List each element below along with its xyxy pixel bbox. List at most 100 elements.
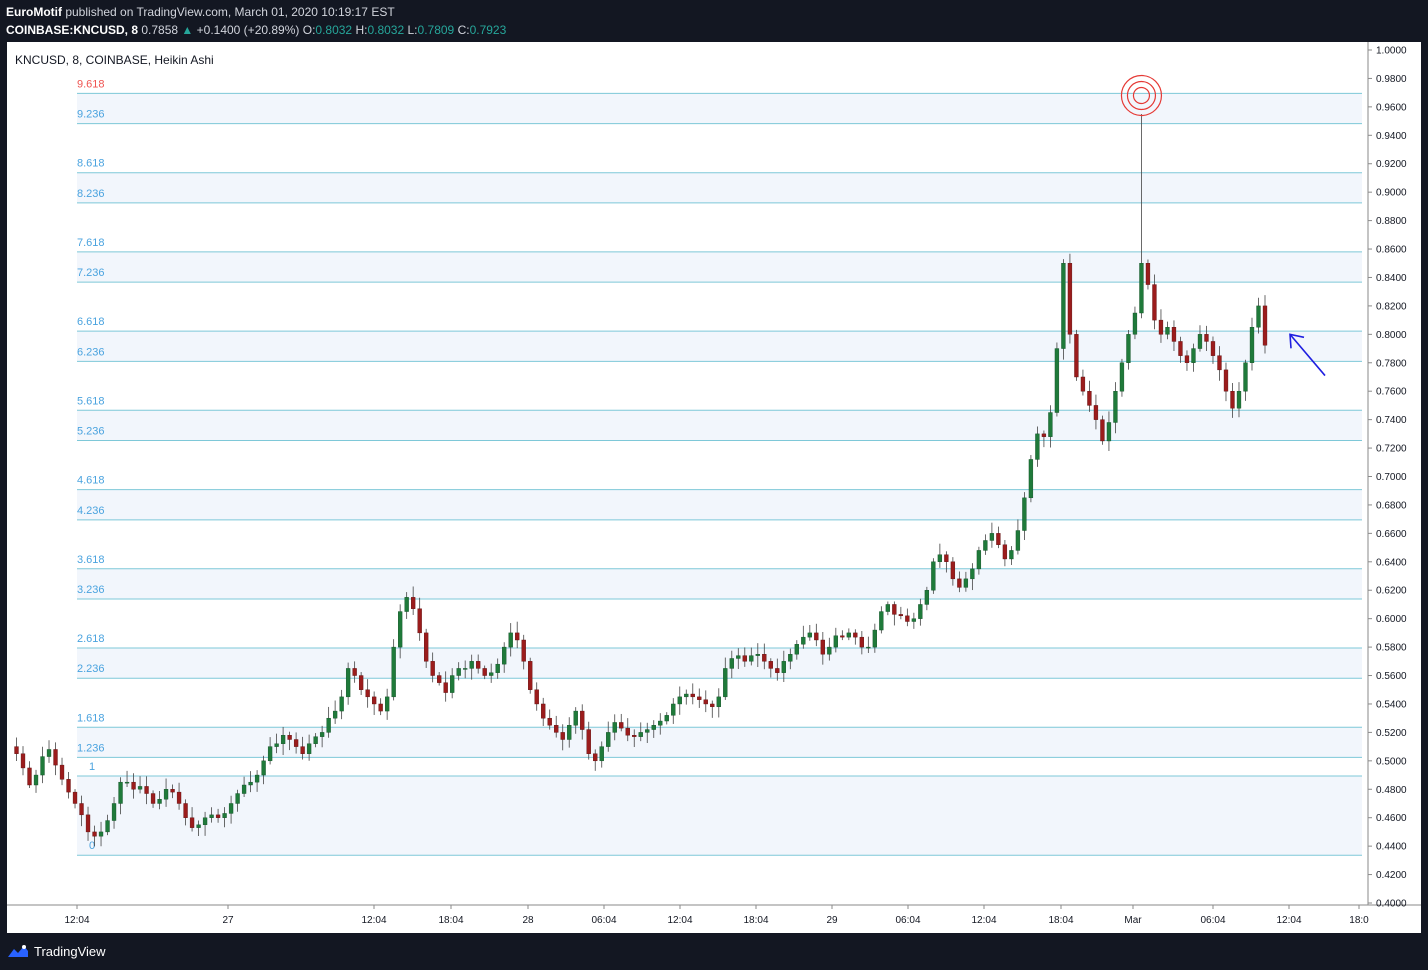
fib-level-label: 0 [89, 840, 95, 852]
candle-body [547, 717, 552, 726]
y-tick-label: 0.9400 [1376, 131, 1407, 142]
candle-body [554, 725, 559, 733]
candle-body [1087, 391, 1092, 406]
candle-body [950, 561, 956, 580]
low-label: L: [407, 23, 418, 37]
candle-body [27, 767, 32, 786]
fib-band [77, 647, 1362, 679]
y-tick-label: 0.7000 [1376, 472, 1407, 483]
candle-body [293, 739, 299, 747]
candle-body [1015, 530, 1021, 551]
candle-body [72, 791, 78, 804]
candle-body [1106, 422, 1112, 442]
tradingview-brand[interactable]: TradingView [34, 944, 106, 959]
x-tick-label: 18:04 [743, 915, 768, 926]
candle-body [807, 632, 812, 638]
target-circle[interactable] [1126, 80, 1157, 111]
candle-body [124, 781, 130, 784]
candle-body [183, 803, 188, 818]
candle-body [261, 760, 266, 776]
footer-bar: TradingView [0, 933, 1428, 970]
x-tick-label: 27 [222, 915, 234, 926]
tradingview-logo-icon[interactable] [6, 943, 30, 959]
candle-body [781, 661, 786, 673]
y-tick-label: 0.9000 [1376, 188, 1407, 199]
candle-body [300, 746, 305, 754]
candle-body [430, 661, 435, 676]
x-tick-label: 06:04 [1200, 915, 1225, 926]
candle-body [456, 668, 461, 676]
price-chart[interactable]: 0 1 1.236 1.618 2.236 2.618 3.236 3.618 4.236 4.6… [7, 42, 1421, 933]
fib-level-label: 5.618 [77, 395, 105, 407]
candle-body [684, 693, 689, 698]
candle-body [280, 735, 286, 744]
candle-body [898, 614, 904, 617]
candle-body [1171, 327, 1177, 342]
candle-body [996, 533, 1001, 545]
y-tick-label: 0.6200 [1376, 586, 1407, 597]
y-tick-label: 0.7200 [1376, 444, 1407, 455]
candle-body [879, 611, 884, 631]
candle-body [417, 608, 422, 634]
fib-level-label: 1 [89, 761, 95, 773]
open-label: O: [302, 23, 316, 37]
target-circle[interactable] [1120, 74, 1163, 117]
candle-body [846, 632, 851, 638]
y-tick-label: 0.5400 [1376, 699, 1407, 710]
chart-area[interactable]: 0 1 1.236 1.618 2.236 2.618 3.236 3.618 4.236 4.6… [7, 42, 1421, 933]
candle-body [502, 646, 507, 665]
axes: 1.0000 0.9800 0.9600 0.9400 0.9200 0.9000 0.88… [7, 42, 1421, 926]
x-tick-label: 12:04 [361, 915, 386, 926]
candle-body [794, 644, 799, 655]
candle-body [170, 789, 175, 793]
x-tick-label: 28 [522, 915, 534, 926]
candle-body [775, 668, 780, 673]
x-tick-label: 06:04 [591, 915, 616, 926]
candle-body [157, 799, 162, 804]
candle-body [443, 682, 448, 693]
fib-level-label: 5.236 [77, 426, 105, 438]
candle-body [450, 675, 455, 693]
candle-body [885, 604, 891, 612]
candle-body [612, 722, 617, 733]
candle-body [911, 618, 917, 622]
candle-body [111, 803, 117, 821]
candle-body [469, 661, 474, 669]
fib-level-label: 2.236 [77, 663, 105, 675]
candle-body [59, 764, 65, 780]
candle-body [729, 658, 734, 669]
candle-body [137, 786, 143, 790]
candle-body [1126, 334, 1131, 363]
target-circle[interactable] [1132, 86, 1151, 105]
candle-body [944, 554, 949, 562]
candle-body [1002, 544, 1008, 560]
candle-body [1048, 412, 1053, 437]
fib-level-label: 3.618 [77, 554, 105, 566]
candle-body [1113, 391, 1118, 423]
y-tick-label: 0.5600 [1376, 671, 1407, 682]
candle-body [918, 604, 923, 619]
candle-body [749, 655, 754, 662]
candle-body [1093, 405, 1099, 420]
annotations[interactable] [1120, 74, 1326, 377]
candle-body [437, 675, 442, 683]
fibonacci-extension[interactable]: 0 1 1.236 1.618 2.236 2.618 3.236 3.618 4.236 4.6… [77, 78, 1362, 856]
candle-body [658, 720, 663, 726]
candle-body [580, 710, 585, 730]
candle-body [424, 632, 429, 662]
y-tick-label: 0.7800 [1376, 358, 1407, 369]
author-name[interactable]: EuroMotif [6, 5, 62, 19]
fib-band [77, 440, 1362, 490]
candle-body [1028, 459, 1034, 499]
candle-body [118, 781, 123, 804]
x-tick-label: 18:04 [438, 915, 463, 926]
fib-band [77, 599, 1362, 648]
x-tick-label: 29 [826, 915, 838, 926]
candle-body [1230, 391, 1235, 409]
candle-body [521, 639, 526, 662]
publish-header: EuroMotif published on TradingView.com, … [0, 0, 1428, 42]
arrow-annotation[interactable] [1289, 333, 1326, 377]
candle-body [46, 749, 52, 757]
x-tick-label: Mar [1124, 915, 1142, 926]
candle-body [1035, 433, 1040, 460]
